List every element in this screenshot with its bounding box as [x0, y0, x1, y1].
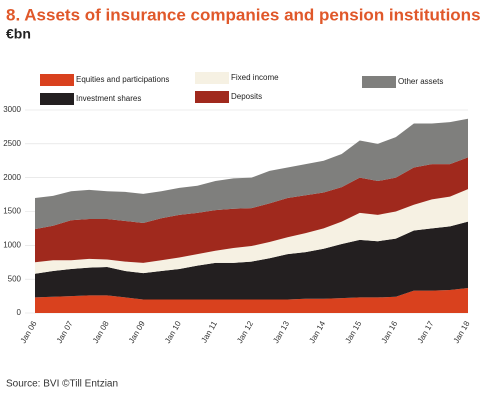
y-tick-label: 2500 [3, 139, 21, 148]
legend-swatch [40, 74, 74, 86]
area [35, 221, 468, 300]
chart-subtitle: €bn [6, 26, 31, 42]
x-tick-label: Jan 10 [163, 319, 183, 345]
legend-swatch [40, 93, 74, 105]
legend-swatch [362, 76, 396, 88]
x-tick-label: Jan 08 [91, 319, 111, 345]
x-tick-label: Jan 12 [235, 319, 255, 345]
legend-swatch [195, 72, 229, 84]
legend-label: Equities and participations [76, 75, 169, 84]
x-tick-label: Jan 14 [307, 319, 327, 345]
y-tick-label: 1500 [3, 207, 21, 216]
x-tick-label: Jan 16 [380, 319, 400, 345]
area [35, 157, 468, 263]
legend-label: Fixed income [231, 73, 279, 82]
area [35, 189, 468, 274]
legend-label: Other assets [398, 77, 443, 86]
legend-label: Investment shares [76, 94, 141, 103]
x-tick-label: Jan 15 [343, 319, 363, 345]
y-tick-label: 1000 [3, 240, 21, 249]
x-tick-label: Jan 17 [416, 319, 436, 345]
x-tick-label: Jan 11 [199, 319, 219, 344]
area [35, 118, 468, 230]
source: Source: BVI ©Till Entzian [6, 379, 118, 390]
y-tick-label: 0 [17, 308, 22, 317]
x-tick-label: Jan 07 [55, 319, 75, 345]
x-tick-label: Jan 13 [271, 319, 291, 345]
x-tick-label: Jan 06 [19, 319, 39, 345]
y-tick-label: 3000 [3, 105, 21, 114]
x-tick-label: Jan 18 [452, 319, 472, 345]
legend-swatch [195, 91, 229, 103]
area [35, 287, 468, 313]
chart-title: 8. Assets of insurance companies and pen… [6, 5, 480, 24]
y-tick-label: 2000 [3, 173, 21, 182]
legend-label: Deposits [231, 92, 262, 101]
y-tick-label: 500 [8, 274, 22, 283]
x-tick-label: Jan 09 [127, 319, 147, 345]
